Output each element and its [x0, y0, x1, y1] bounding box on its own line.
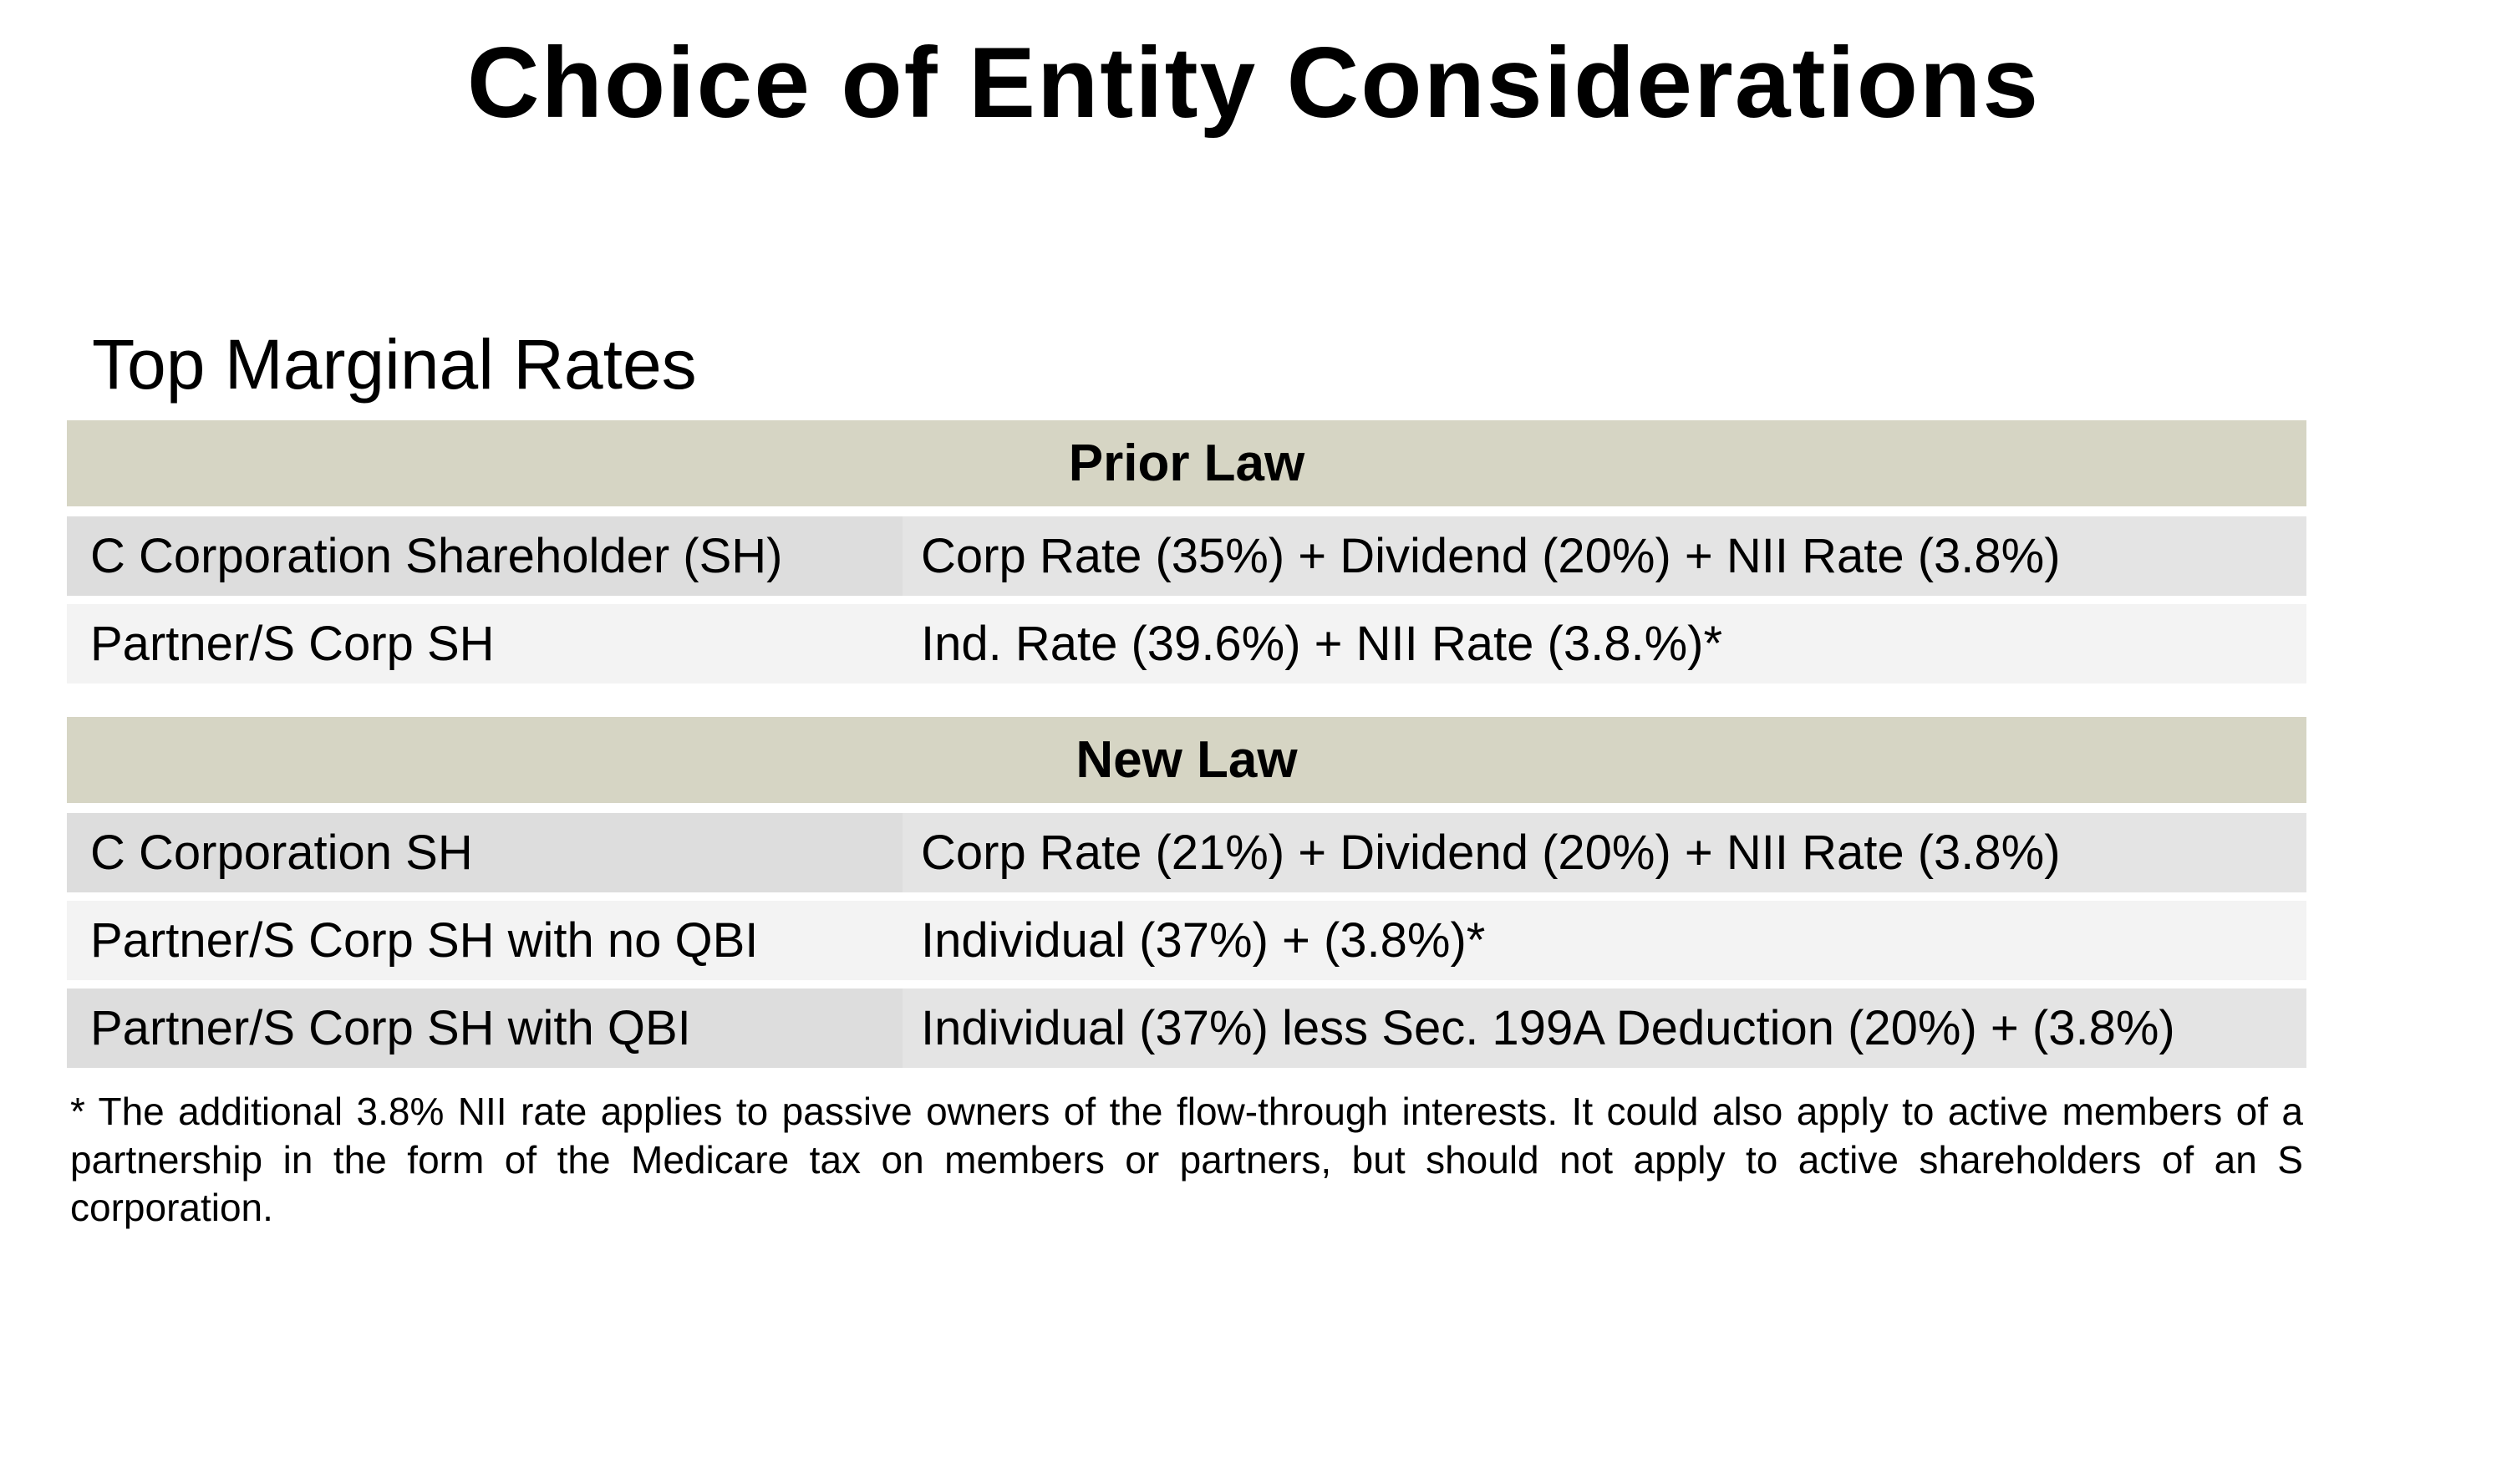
row-label: C Corporation SH — [67, 813, 903, 892]
table-row: Partner/S Corp SH Ind. Rate (39.6%) + NI… — [67, 604, 2306, 684]
footnote: * The additional 3.8% NII rate applies t… — [67, 1088, 2306, 1232]
table-row: C Corporation Shareholder (SH) Corp Rate… — [67, 516, 2306, 596]
table-row: C Corporation SH Corp Rate (21%) + Divid… — [67, 813, 2306, 892]
row-value: Individual (37%) less Sec. 199A Deductio… — [903, 988, 2306, 1068]
page-title: Choice of Entity Considerations — [0, 25, 2507, 140]
table-row: Partner/S Corp SH with QBI Individual (3… — [67, 988, 2306, 1068]
row-value: Ind. Rate (39.6%) + NII Rate (3.8.%)* — [903, 604, 2306, 684]
row-value: Corp Rate (21%) + Dividend (20%) + NII R… — [903, 813, 2306, 892]
row-value: Individual (37%) + (3.8%)* — [903, 901, 2306, 980]
row-label: Partner/S Corp SH — [67, 604, 903, 684]
row-label: C Corporation Shareholder (SH) — [67, 516, 903, 596]
subtitle: Top Marginal Rates — [92, 324, 2306, 405]
content-area: Top Marginal Rates Prior Law C Corporati… — [67, 324, 2306, 1232]
row-label: Partner/S Corp SH with no QBI — [67, 901, 903, 980]
row-label: Partner/S Corp SH with QBI — [67, 988, 903, 1068]
prior-law-header: Prior Law — [67, 420, 2306, 506]
table-row: Partner/S Corp SH with no QBI Individual… — [67, 901, 2306, 980]
new-law-header: New Law — [67, 717, 2306, 803]
slide: Choice of Entity Considerations Top Marg… — [0, 0, 2507, 1484]
row-value: Corp Rate (35%) + Dividend (20%) + NII R… — [903, 516, 2306, 596]
